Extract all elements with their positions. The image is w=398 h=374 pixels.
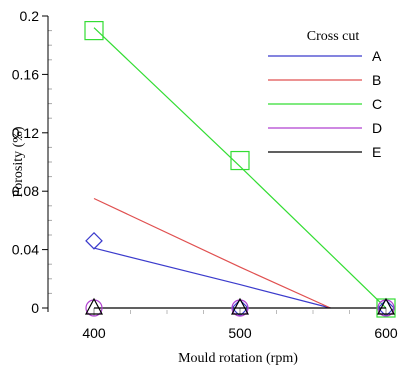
data-point-a [85, 231, 103, 250]
series-line-b [93, 197, 331, 309]
x-tick-label: 500 [228, 325, 252, 341]
data-point-c [84, 21, 104, 41]
data-point-e [85, 297, 103, 315]
legend-title: Cross cut [307, 29, 360, 44]
series-markers [84, 21, 396, 318]
legend-label-b: B [372, 72, 381, 88]
series-line-a [93, 247, 331, 309]
legend-label-a: A [372, 48, 382, 64]
x-tick-label: 600 [374, 325, 398, 341]
data-point-e [231, 297, 249, 315]
y-minor-ticks [48, 30, 52, 294]
legend-label-c: C [372, 96, 382, 112]
series-line-c [93, 27, 387, 309]
legend-label-d: D [372, 120, 382, 136]
x-minor-ticks [130, 310, 350, 314]
series-lines [93, 27, 387, 309]
data-point-c [230, 150, 250, 171]
y-tick-label: 0.2 [20, 8, 40, 24]
x-axis-ticks: 400 500 600 [82, 308, 398, 341]
y-tick-label: 0.04 [12, 242, 39, 258]
y-tick-label: 0 [31, 300, 39, 316]
x-axis-title: Mould rotation (rpm) [178, 351, 298, 366]
data-point-e [377, 297, 395, 315]
x-tick-label: 400 [82, 325, 106, 341]
y-axis-title: Porosity (%) [11, 126, 26, 198]
y-tick-label: 0.08 [12, 183, 39, 199]
y-tick-label: 0.12 [12, 125, 39, 141]
y-tick-label: 0.16 [12, 66, 39, 82]
y-axis-ticks: 0 0.04 0.08 0.12 0.16 0.2 [12, 8, 48, 316]
legend-label-e: E [372, 144, 381, 160]
